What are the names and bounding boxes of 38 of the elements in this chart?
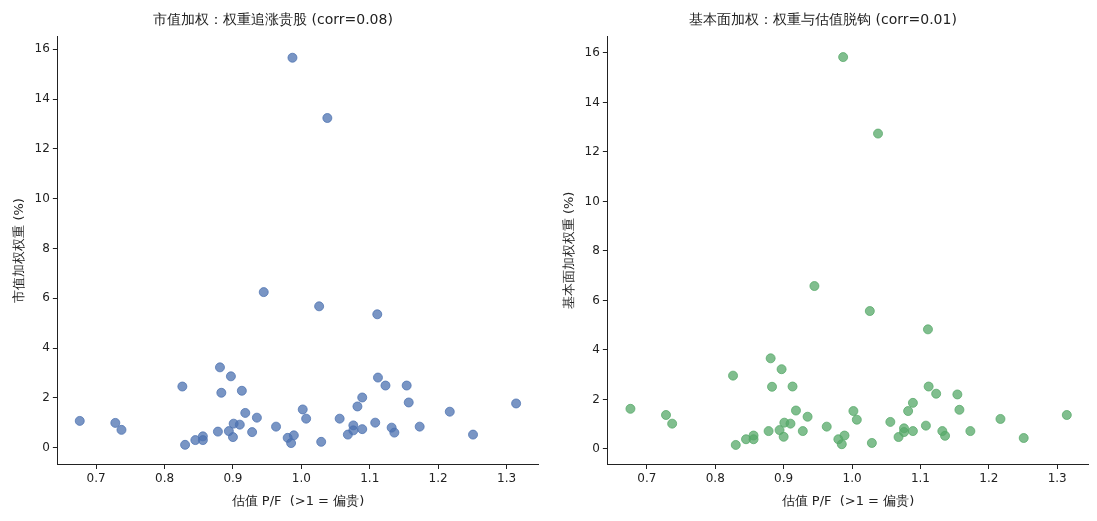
y-tick-label: 14 [584, 94, 600, 109]
y-tick-label: 2 [42, 390, 50, 405]
y-tick-label: 10 [34, 190, 50, 205]
y-tick-label: 14 [34, 91, 50, 106]
x-tick-label: 1.1 [360, 471, 380, 486]
x-tick-label: 0.9 [223, 471, 243, 486]
x-tick-label: 1.1 [910, 471, 930, 486]
x-tick-label: 1.2 [979, 471, 999, 486]
y-tick-label: 8 [42, 240, 50, 255]
y-tick-label: 10 [584, 193, 600, 208]
y-axis-title: 基本面加权权重 (%) [561, 191, 577, 310]
y-tick-label: 4 [42, 340, 50, 355]
y-tick-label: 12 [584, 144, 600, 159]
x-tick-label: 1.3 [1047, 471, 1067, 486]
y-tick-label: 4 [592, 342, 600, 357]
x-tick-label: 0.8 [705, 471, 725, 486]
y-tick-label: 0 [42, 439, 50, 454]
x-tick-label: 1.0 [842, 471, 862, 486]
x-tick-label: 1.3 [496, 471, 517, 486]
x-tick-label: 1.2 [428, 471, 448, 486]
y-tick-label: 16 [34, 41, 50, 56]
x-tick-label: 0.9 [774, 471, 794, 486]
y-axis-title: 市值加权权重 (%) [11, 198, 27, 303]
y-tick-label: 0 [592, 441, 600, 456]
x-axis-title: 估值 P/F (>1 = 偏贵) [230, 492, 365, 508]
x-tick-label: 0.7 [637, 471, 657, 486]
y-tick-label: 8 [592, 243, 600, 258]
x-tick-label: 0.7 [86, 471, 106, 486]
y-tick-label: 12 [34, 141, 50, 156]
y-tick-label: 6 [592, 292, 600, 307]
y-tick-label: 16 [584, 45, 600, 60]
y-tick-label: 6 [42, 290, 50, 305]
x-axis-title: 估值 P/F (>1 = 偏贵) [780, 492, 915, 508]
y-tick-label: 2 [592, 391, 600, 406]
chart-title: 基本面加权：权重与估值脱钩 (corr=0.01) [689, 11, 957, 28]
x-tick-label: 0.8 [155, 471, 175, 486]
chart-title: 市值加权：权重追涨贵股 (corr=0.08) [153, 11, 393, 28]
x-tick-label: 1.0 [291, 471, 311, 486]
